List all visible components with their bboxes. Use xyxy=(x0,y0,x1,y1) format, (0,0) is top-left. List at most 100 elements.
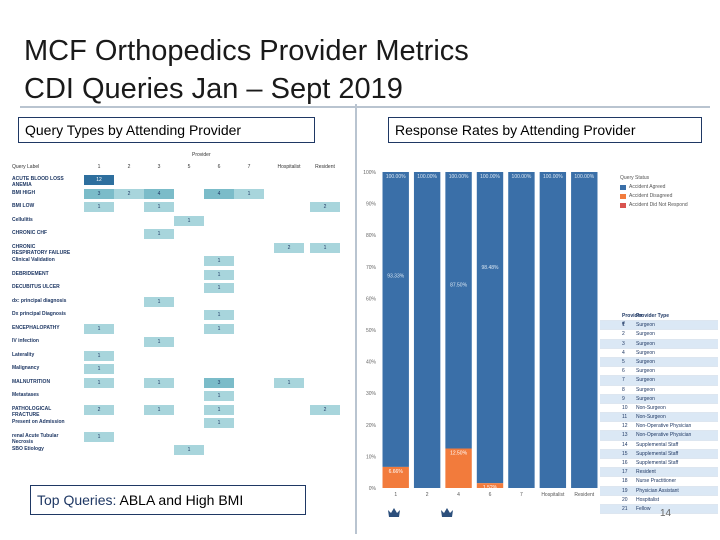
matrix-row-label: CHRONIC CHF xyxy=(12,230,47,236)
bar-disagreed xyxy=(445,448,472,488)
bar-bottom-label: 1.52% xyxy=(483,485,498,491)
matrix-cell: 1 xyxy=(310,242,340,253)
provider-row: 2 Surgeon xyxy=(600,330,718,340)
matrix-group-header: Provider xyxy=(192,152,211,158)
matrix-cell: 1 xyxy=(204,323,234,334)
matrix-column-header: 2 xyxy=(127,164,131,170)
matrix-row-label: Cellulitis xyxy=(12,216,33,223)
matrix-row: IV infection 1 xyxy=(10,336,340,348)
matrix-column-header: Hospitalist xyxy=(277,164,301,170)
matrix-row-label: Malignancy xyxy=(12,365,40,371)
provider-type: Non-Surgeon xyxy=(636,414,666,421)
query-types-matrix: Provider Query Label 1 2 3 5 6 7 Hospitalist Resi… xyxy=(10,152,340,464)
legend-label: Accident Disagreed xyxy=(629,193,673,199)
matrix-cell: 1 xyxy=(84,350,114,361)
bar-agreed xyxy=(508,172,535,488)
provider-type: Physician Assistant xyxy=(636,487,679,494)
matrix-column-header: 1 xyxy=(97,164,101,170)
matrix-cell: 1 xyxy=(84,364,114,374)
provider-row: 17 Resident xyxy=(600,468,718,478)
provider-row: 9 Surgeon xyxy=(600,394,718,404)
title-divider xyxy=(20,106,710,108)
matrix-cell: 1 xyxy=(84,202,114,212)
provider-type: Surgeon xyxy=(636,377,655,384)
matrix-cell: 12 xyxy=(84,175,114,185)
provider-row: 10 Non-Surgeon xyxy=(600,404,718,414)
provider-type: Surgeon xyxy=(636,331,655,338)
matrix-cell: 3 xyxy=(204,377,234,388)
y-tick-label: 80% xyxy=(366,233,377,239)
bar-disagreed xyxy=(382,466,409,488)
provider-table-header: Provider # Provider Type xyxy=(600,312,718,327)
bar-top-label: 100.00% xyxy=(480,174,500,180)
matrix-row: MALNUTRITION 1 1 3 1 xyxy=(10,377,340,389)
matrix-cell: 1 xyxy=(144,377,174,388)
matrix-cell: 1 xyxy=(204,391,234,401)
matrix-row: Dx principal Diagnosis 1 xyxy=(10,309,340,321)
matrix-row: Metastases 1 xyxy=(10,390,340,402)
provider-type: Non-Operative Physician xyxy=(636,423,692,430)
matrix-row: Malignancy 1 xyxy=(10,363,340,375)
x-tick-label: Hospitalist xyxy=(541,492,565,498)
matrix-cell: 1 xyxy=(144,404,174,415)
bar-agreed xyxy=(382,172,409,467)
provider-row: 16 Supplemental Staff xyxy=(600,459,718,469)
page-number: 14 xyxy=(660,508,672,519)
provider-row: 1 Surgeon xyxy=(600,321,718,331)
provider-number: 13 xyxy=(622,432,628,439)
provider-type-table: Provider # Provider Type 1 Surgeon 2 Surgeon 3… xyxy=(600,312,718,515)
provider-type: Nurse Practitioner xyxy=(636,478,677,485)
bar-agreed xyxy=(445,172,472,449)
provider-number: 16 xyxy=(622,460,628,466)
bar-top-label: 100.00% xyxy=(386,174,406,180)
provider-number: 4 xyxy=(622,349,625,356)
provider-type: Surgeon xyxy=(636,349,655,356)
matrix-cell: 1 xyxy=(84,323,114,334)
matrix-row: Present on Admission 1 xyxy=(10,417,340,429)
vertical-divider xyxy=(355,104,357,534)
x-tick-label: 1 xyxy=(394,492,397,498)
provider-number: 17 xyxy=(622,469,628,476)
matrix-row-label: DECUBITUS ULCER xyxy=(12,284,60,290)
x-tick-label: Resident xyxy=(574,492,594,498)
matrix-cell: 1 xyxy=(144,229,174,239)
y-tick-label: 0% xyxy=(369,486,377,492)
matrix-column-header: 6 xyxy=(217,164,221,170)
matrix-row-label: Metastases xyxy=(12,392,39,398)
provider-number: 5 xyxy=(622,358,625,365)
matrix-row-label: MALNUTRITION xyxy=(12,378,51,385)
provider-type: Surgeon xyxy=(636,358,655,365)
provider-type: Resident xyxy=(636,469,656,476)
provider-row: 20 Hospitalist xyxy=(600,496,718,505)
legend-swatch xyxy=(620,184,626,190)
y-tick-label: 100% xyxy=(363,170,376,176)
crown-icon xyxy=(388,508,400,517)
provider-row: 15 Supplemental Staff xyxy=(600,449,718,459)
top-queries-value: ABLA and High BMI xyxy=(119,492,244,508)
provider-type: Surgeon xyxy=(636,340,655,347)
matrix-row: ENCEPHALOPATHY 1 1 xyxy=(10,323,340,335)
provider-type: Non-Surgeon xyxy=(636,404,666,411)
matrix-cell: 4 xyxy=(204,188,234,199)
provider-row: 19 Physician Assistant xyxy=(600,486,718,496)
matrix-row: CHRONIC CHF 1 xyxy=(10,228,340,240)
matrix-row-label: Clinical Validation xyxy=(12,257,55,263)
provider-row: 12 Non-Operative Physician xyxy=(600,422,718,432)
legend-label: Accident Agreed xyxy=(629,184,666,190)
provider-type: Surgeon xyxy=(636,395,655,402)
legend-swatch xyxy=(620,202,626,208)
title-line-1: MCF Orthopedics Provider Metrics xyxy=(24,35,469,67)
x-tick-label: 2 xyxy=(426,492,429,498)
provider-row: 18 Nurse Practitioner xyxy=(600,477,718,487)
matrix-cell: 2 xyxy=(114,188,144,199)
legend-swatch xyxy=(620,193,626,199)
matrix-row-label: IV infection xyxy=(12,338,39,344)
y-tick-label: 60% xyxy=(366,296,377,302)
provider-row: 5 Surgeon xyxy=(600,357,718,368)
matrix-row: CHRONIC RESPIRATORY FAILURE 2 1 xyxy=(10,242,340,256)
provider-number: 9 xyxy=(622,395,625,402)
provider-type: Fellow xyxy=(636,505,651,512)
matrix-row-label: BMI LOW xyxy=(12,203,35,209)
chart-legend: Query Status Accident Agreed Accident Dis… xyxy=(620,175,715,211)
provider-row: 6 Surgeon xyxy=(600,367,718,377)
